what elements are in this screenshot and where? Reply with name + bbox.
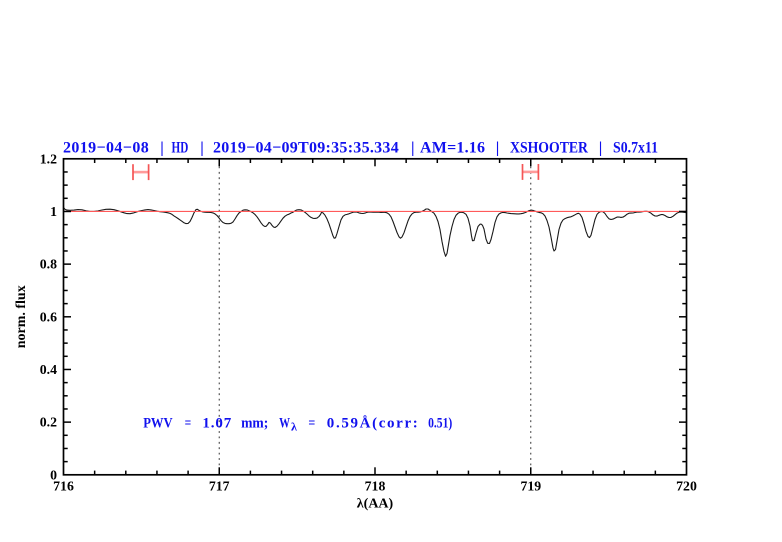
svg-text:=: =	[185, 416, 192, 432]
svg-text:λ: λ	[291, 422, 297, 434]
svg-text:0.59Å(corr:: 0.59Å(corr:	[327, 416, 418, 432]
svg-text:718: 718	[365, 479, 386, 494]
svg-text:|: |	[160, 139, 164, 156]
svg-text:norm. flux: norm. flux	[14, 285, 29, 348]
svg-text:|: |	[599, 139, 603, 156]
svg-text:719: 719	[520, 479, 541, 494]
svg-text:mm;: mm;	[241, 416, 268, 432]
svg-text:0: 0	[50, 467, 57, 482]
svg-text:716: 716	[53, 479, 74, 494]
svg-text:2019−04−08: 2019−04−08	[63, 139, 149, 156]
svg-text:0.6: 0.6	[40, 309, 57, 324]
svg-text:0.8: 0.8	[40, 257, 57, 272]
svg-text:0.4: 0.4	[40, 362, 57, 377]
svg-text:XSHOOTER: XSHOOTER	[510, 139, 588, 156]
svg-text:717: 717	[209, 479, 230, 494]
svg-text:λ(AA): λ(AA)	[357, 497, 394, 512]
svg-text:1: 1	[50, 204, 57, 219]
svg-text:|: |	[411, 139, 415, 156]
svg-text:|: |	[496, 139, 500, 156]
svg-text:=: =	[308, 416, 315, 432]
svg-text:S0.7x11: S0.7x11	[613, 139, 658, 156]
svg-text:HD: HD	[172, 139, 189, 156]
svg-text:2019−04−09T09:35:35.334: 2019−04−09T09:35:35.334	[213, 139, 399, 156]
svg-text:|: |	[200, 139, 204, 156]
svg-text:0.51): 0.51)	[428, 416, 452, 432]
svg-text:720: 720	[676, 479, 697, 494]
svg-text:PWV: PWV	[143, 416, 173, 432]
svg-text:1.07: 1.07	[202, 416, 231, 432]
svg-text:0.2: 0.2	[40, 415, 57, 430]
svg-text:W: W	[279, 416, 290, 432]
svg-text:1.2: 1.2	[40, 151, 57, 166]
svg-text:AM=1.16: AM=1.16	[420, 139, 485, 156]
